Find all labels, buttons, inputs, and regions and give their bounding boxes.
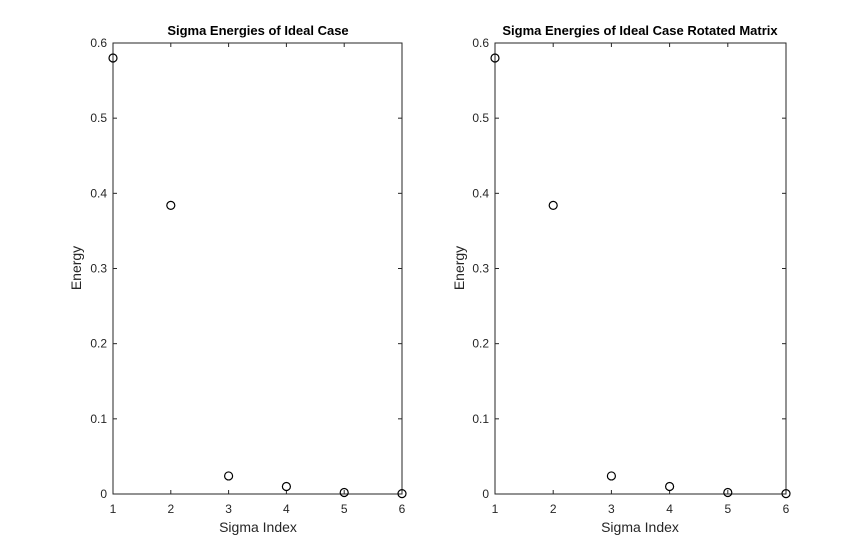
right-data-point <box>548 200 558 210</box>
right-y-tick-label: 0 <box>482 487 489 501</box>
right-x-tick-label: 1 <box>492 502 499 516</box>
right-data-point <box>664 481 675 492</box>
right-y-tick-label: 0.1 <box>472 412 489 426</box>
right-x-tick-label: 2 <box>550 502 557 516</box>
left-y-tick-label: 0.3 <box>90 262 107 276</box>
left-chart-title: Sigma Energies of Ideal Case <box>167 23 348 38</box>
left-plot-area-frame <box>112 42 403 495</box>
left-x-tick-label: 5 <box>341 502 348 516</box>
right-plot-area-frame <box>494 42 787 495</box>
right-x-tick-label: 5 <box>724 502 731 516</box>
left-chart-panel: Sigma Energies of Ideal Case Energy Sigm… <box>68 23 407 535</box>
left-y-tick-label: 0.1 <box>90 412 107 426</box>
left-y-tick-label: 0.6 <box>90 36 107 50</box>
left-data-point <box>166 200 176 210</box>
left-x-tick-label: 2 <box>167 502 174 516</box>
left-y-tick-label: 0.2 <box>90 337 107 351</box>
right-chart-title: Sigma Energies of Ideal Case Rotated Mat… <box>502 23 778 38</box>
left-y-tick-label: 0.4 <box>90 186 107 200</box>
left-data-point <box>339 487 349 498</box>
right-data-point <box>781 489 791 499</box>
right-y-tick-label: 0.3 <box>472 262 489 276</box>
right-x-tick-label: 3 <box>608 502 615 516</box>
right-y-tick-label: 0.4 <box>472 186 489 200</box>
right-x-tick-label: 6 <box>783 502 790 516</box>
left-x-axis-label: Sigma Index <box>219 519 297 535</box>
right-data-point <box>490 53 500 63</box>
left-data-point <box>224 471 234 481</box>
right-x-tick-label: 4 <box>666 502 673 516</box>
left-y-tick-label: 0 <box>100 487 107 501</box>
right-y-tick-label: 0.6 <box>472 36 489 50</box>
left-data-point <box>281 481 291 492</box>
right-y-axis-label: Energy <box>451 246 467 290</box>
left-data-point <box>397 489 407 499</box>
left-y-tick-label: 0.5 <box>90 111 107 125</box>
right-data-point <box>606 471 617 481</box>
right-y-tick-label: 0.5 <box>472 111 489 125</box>
left-data-point <box>108 53 118 63</box>
left-y-axis-label: Energy <box>68 246 84 290</box>
left-x-tick-label: 6 <box>399 502 406 516</box>
right-data-point <box>723 487 733 498</box>
left-x-tick-label: 4 <box>283 502 290 516</box>
left-x-tick-label: 3 <box>225 502 232 516</box>
left-x-tick-label: 1 <box>110 502 117 516</box>
right-chart-panel: Sigma Energies of Ideal Case Rotated Mat… <box>451 23 791 535</box>
right-x-axis-label: Sigma Index <box>601 519 679 535</box>
right-y-tick-label: 0.2 <box>472 337 489 351</box>
